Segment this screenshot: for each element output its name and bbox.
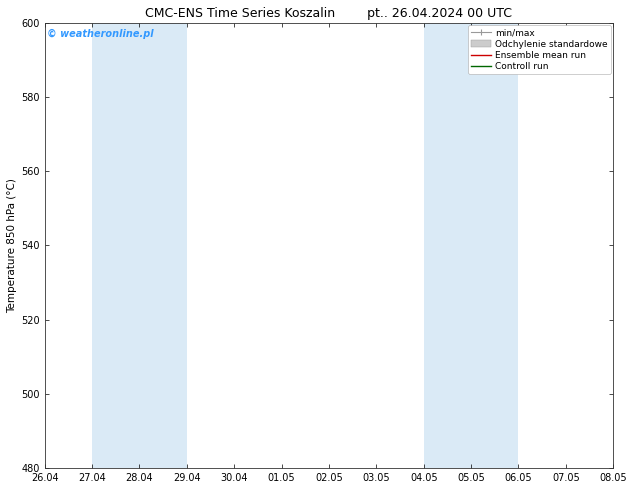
- Title: CMC-ENS Time Series Koszalin        pt.. 26.04.2024 00 UTC: CMC-ENS Time Series Koszalin pt.. 26.04.…: [145, 7, 512, 20]
- Y-axis label: Temperature 850 hPa (°C): Temperature 850 hPa (°C): [7, 178, 17, 313]
- Legend: min/max, Odchylenie standardowe, Ensemble mean run, Controll run: min/max, Odchylenie standardowe, Ensembl…: [468, 25, 611, 74]
- Bar: [92, 23, 187, 468]
- Bar: [424, 23, 519, 468]
- Text: © weatheronline.pl: © weatheronline.pl: [48, 29, 154, 39]
